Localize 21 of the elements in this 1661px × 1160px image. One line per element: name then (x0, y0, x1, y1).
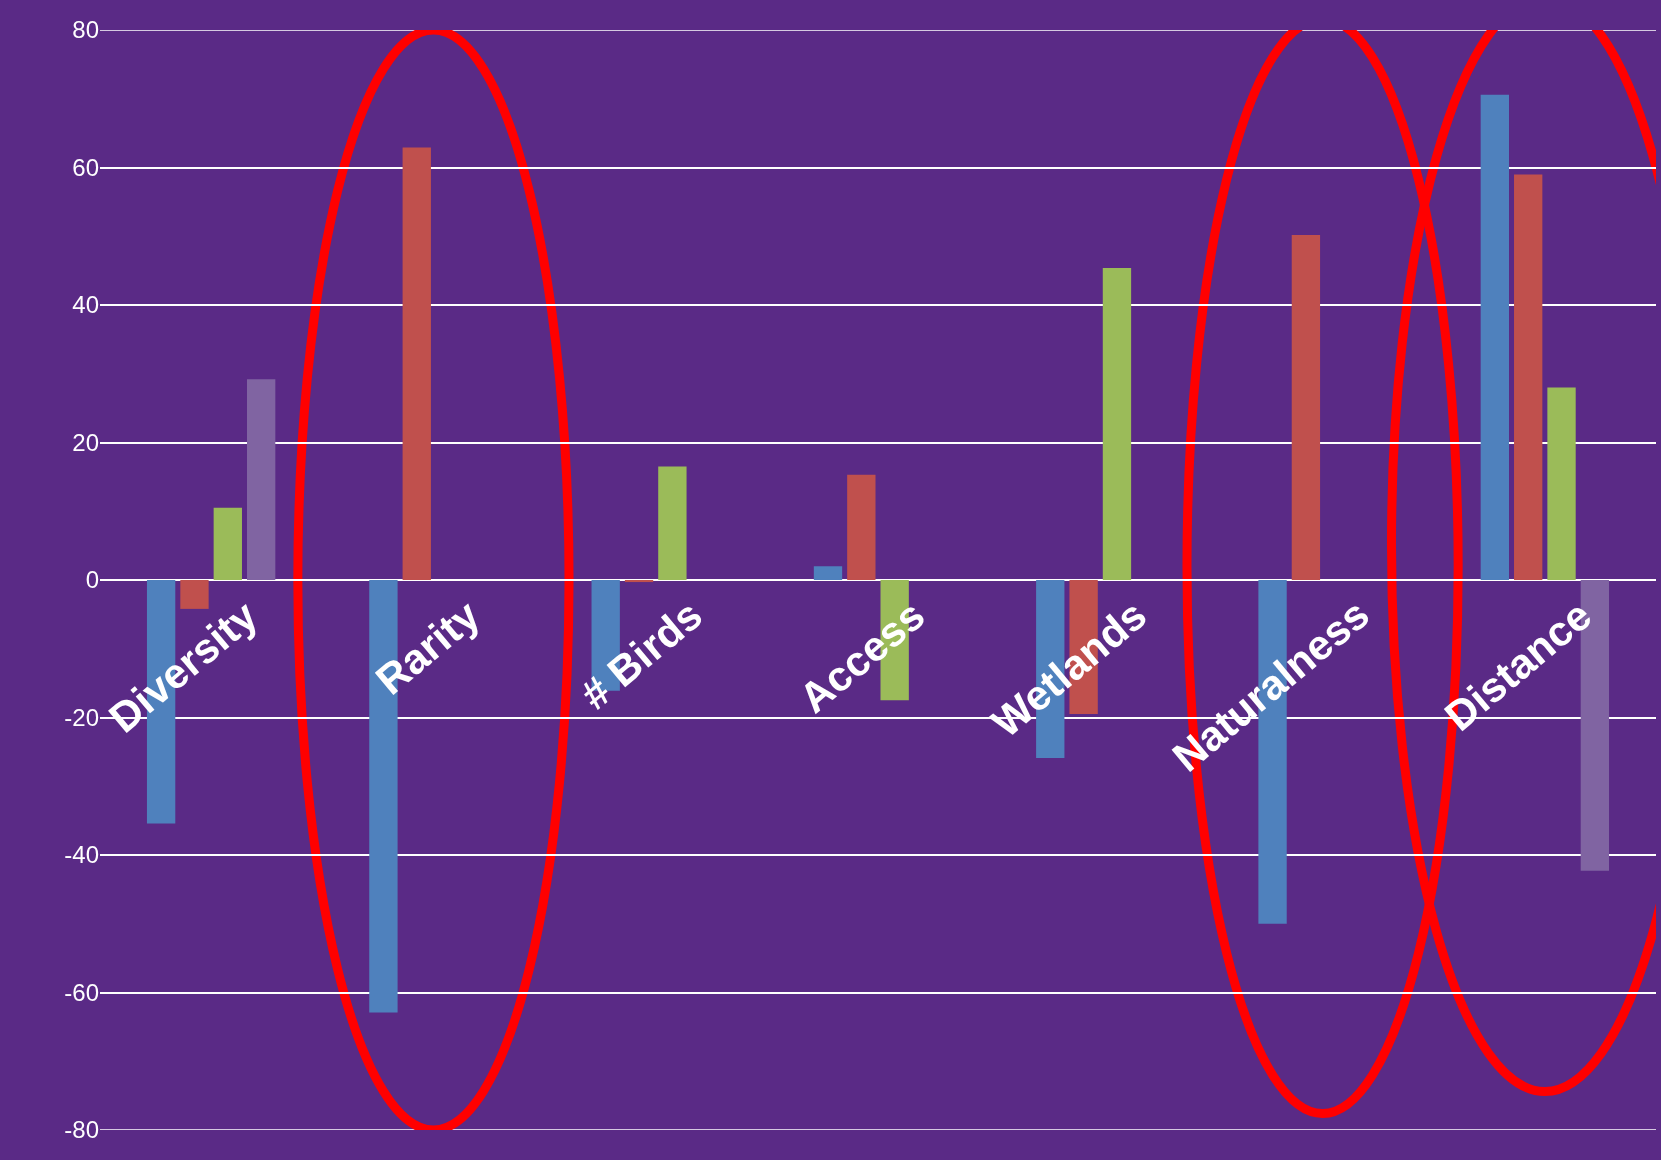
bar (1514, 174, 1543, 580)
bar (658, 466, 687, 580)
bar (213, 507, 242, 580)
bar (1291, 234, 1321, 580)
bar (402, 147, 431, 580)
bar (1547, 387, 1576, 580)
bar (813, 566, 843, 580)
y-tick-label: -20 (64, 703, 99, 731)
bar (1102, 267, 1132, 580)
y-tick-label: -80 (64, 1116, 99, 1144)
bar (246, 379, 276, 580)
y-tick-label: 0 (85, 566, 99, 594)
bar (1480, 94, 1510, 580)
y-tick-label: -40 (64, 841, 99, 869)
bar (624, 580, 654, 583)
y-tick-label: 20 (72, 428, 99, 456)
y-tick-label: 60 (72, 153, 99, 181)
y-tick-label: -60 (64, 978, 99, 1006)
bar (847, 474, 876, 580)
y-tick-label: 40 (72, 291, 99, 319)
y-tick-label: 80 (72, 16, 99, 44)
